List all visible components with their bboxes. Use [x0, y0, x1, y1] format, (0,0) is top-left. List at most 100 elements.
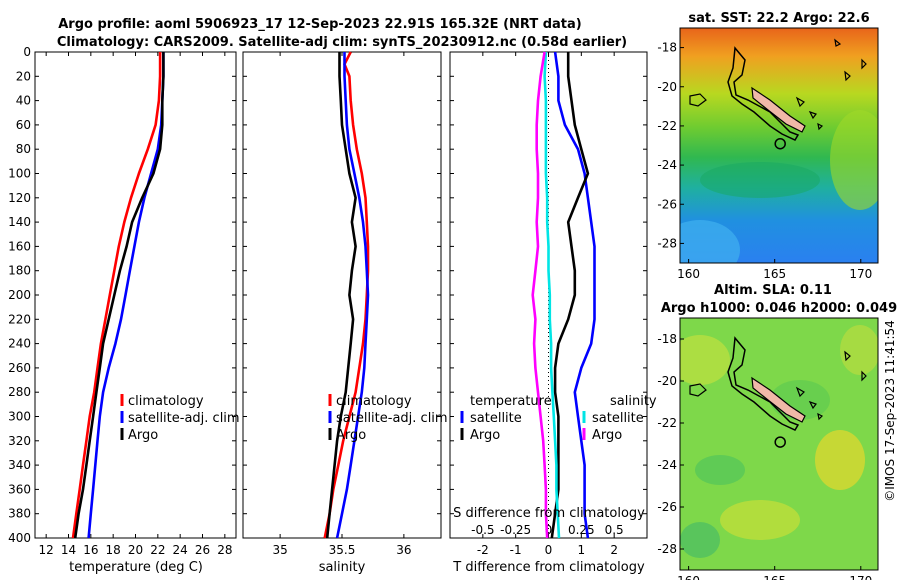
salinity-panel: 35 35.5 36 climatology satellite-adj. clim Ar… — [242, 51, 448, 557]
sla_map-ytick-label: -22 — [657, 416, 677, 430]
ytick-label: 240 — [8, 337, 31, 351]
diff-legend-label: Argo — [470, 428, 500, 443]
sst_map-ytick-label: -24 — [657, 158, 677, 172]
ytick-label: 280 — [8, 385, 31, 399]
sst-float-marker — [774, 137, 786, 150]
temp-series-climatology — [71, 52, 162, 539]
salinity-diff-tick-label: -0.5 — [471, 523, 494, 537]
temp-axes-box — [34, 51, 237, 539]
coastline — [727, 46, 800, 141]
sal-series-argo — [325, 52, 357, 539]
sla-map-axes: 160 165 170 -18 -20 -22 -24 -26 -28 — [657, 332, 872, 580]
ytick-label: 100 — [8, 167, 31, 181]
ytick-label: 0 — [23, 45, 31, 59]
diff-series-temperature-argo — [550, 52, 590, 539]
diff-series-salinity-satellite — [543, 51, 561, 539]
difference-xlabel: T difference from climatology — [452, 560, 645, 575]
sst_map-xtick-label: 170 — [849, 267, 872, 281]
sst_map-xtick-label: 160 — [677, 267, 700, 281]
sst-map-frame — [679, 27, 879, 264]
sla_map-ytick-label: -18 — [657, 332, 677, 346]
diff-legend-label: Argo — [592, 428, 622, 443]
sla-float-marker — [774, 436, 786, 448]
temperature-xlabel: temperature (deg C) — [69, 560, 203, 575]
ytick-label: 60 — [16, 118, 31, 132]
diff-xtick-label: -2 — [477, 543, 489, 557]
ytick-label: 20 — [16, 69, 31, 83]
sla-new-caledonia-island — [751, 376, 806, 423]
salinity-diff-tick-label: -0.25 — [500, 523, 531, 537]
temp-series-satellite-adj-clim — [87, 52, 165, 539]
new-caledonia-island — [751, 86, 806, 133]
sst_map-xtick-label: 165 — [763, 267, 786, 281]
sla_map-ytick-label: -24 — [657, 458, 677, 472]
sst_map-ytick-label: -26 — [657, 197, 677, 211]
ytick-label: 360 — [8, 482, 31, 496]
sla-map-title: Altim. SLA: 0.11 — [714, 283, 832, 298]
ytick-label: 80 — [16, 142, 31, 156]
diff-legend-label: satellite — [592, 411, 644, 426]
temperature-panel: 0 20 40 60 80 100 120 140 160 180 200 220 240 260 280 3… — [8, 45, 240, 557]
ytick-label: 180 — [8, 264, 31, 278]
ytick-label: 200 — [8, 288, 31, 302]
salinity-xlabel: salinity — [319, 560, 366, 575]
sla_map-xtick-label: 160 — [677, 574, 700, 580]
ytick-label: 120 — [8, 191, 31, 205]
temp-xtick-label: 26 — [195, 543, 210, 557]
temp-xtick-label: 18 — [106, 543, 121, 557]
diff-series-salinity-argo — [531, 51, 549, 539]
sal-xtick-label: 36 — [396, 543, 411, 557]
sla_map-ytick-label: -20 — [657, 374, 677, 388]
sst_map-ytick-label: -18 — [657, 41, 677, 55]
ytick-label: 220 — [8, 312, 31, 326]
temp-legend-label: satellite-adj. clim — [128, 411, 240, 426]
temp-xtick-label: 14 — [61, 543, 76, 557]
sla-map-frame — [679, 317, 879, 571]
difference-xlabel-top: S difference from climatology — [453, 506, 645, 521]
sst-map-title: sat. SST: 22.2 Argo: 22.6 — [688, 11, 869, 26]
sst_map-ytick-label: -28 — [657, 236, 677, 250]
sla_map-xtick-label: 170 — [849, 574, 872, 580]
ytick-label: 140 — [8, 215, 31, 229]
sla-coastline — [727, 336, 800, 431]
sla_map-xtick-label: 165 — [763, 574, 786, 580]
legend-group-title: temperature — [470, 394, 552, 409]
temp-xtick-label: 16 — [83, 543, 98, 557]
temp-xtick-label: 28 — [217, 543, 232, 557]
figure-title: Argo profile: aoml 5906923_17 12-Sep-202… — [58, 17, 582, 32]
sal-xtick-label: 35 — [272, 543, 287, 557]
sst_map-ytick-label: -20 — [657, 80, 677, 94]
diff-xtick-label: 0 — [545, 543, 553, 557]
ytick-label: 260 — [8, 361, 31, 375]
salinity-diff-tick-label: 0.25 — [568, 523, 595, 537]
diff-xtick-label: 1 — [578, 543, 586, 557]
difference-panel: -2 -1 0 1 2 -0.5 -0.25 0 0.25 0.5 temperature satel… — [449, 51, 657, 557]
ytick-label: 340 — [8, 458, 31, 472]
diff-legend-label: satellite — [470, 411, 522, 426]
temp-xtick-label: 24 — [173, 543, 188, 557]
imos-timestamp: ©IMOS 17-Sep-2023 11:41:54 — [883, 320, 897, 502]
salinity-diff-tick-label: 0.5 — [605, 523, 624, 537]
temp-xtick-label: 20 — [128, 543, 143, 557]
sal-xtick-label: 35.5 — [329, 543, 356, 557]
ytick-label: 380 — [8, 507, 31, 521]
ytick-label: 300 — [8, 410, 31, 424]
sst-map — [680, 28, 878, 263]
ytick-label: 160 — [8, 239, 31, 253]
sal-legend-label: climatology — [336, 394, 412, 409]
sal-series-satellite-adj-clim — [335, 52, 370, 539]
temp-xtick-label: 12 — [39, 543, 54, 557]
temp-xtick-label: 22 — [150, 543, 165, 557]
figure-subtitle: Climatology: CARS2009. Satellite-adj cli… — [57, 35, 627, 50]
sla-map — [680, 318, 878, 570]
legend-group-title: salinity — [610, 394, 657, 409]
salinity-diff-tick-label: 0 — [545, 523, 553, 537]
ytick-label: 320 — [8, 434, 31, 448]
sla_map-ytick-label: -28 — [657, 542, 677, 556]
ytick-label: 400 — [8, 531, 31, 545]
ytick-label: 40 — [16, 94, 31, 108]
sla-map-subtitle: Argo h1000: 0.046 h2000: 0.049 — [661, 301, 897, 316]
sst_map-ytick-label: -22 — [657, 119, 677, 133]
sal-legend-label: Argo — [336, 428, 366, 443]
